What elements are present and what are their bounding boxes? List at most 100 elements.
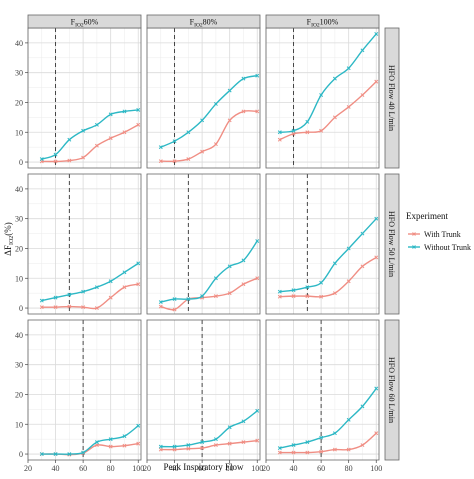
data-point-with-trunk (200, 446, 205, 451)
row-strip-label: HFO Flow 50 L/min (387, 211, 396, 277)
legend: Experiment With Trunk Without Trunk (406, 211, 471, 252)
data-point-with-trunk (122, 130, 127, 135)
data-point-without-trunk (108, 112, 113, 117)
data-point-without-trunk (374, 32, 379, 36)
data-point-without-trunk (332, 261, 337, 266)
data-point-with-trunk (81, 155, 86, 160)
y-tick-label: 30 (15, 69, 23, 78)
row-strip (384, 173, 400, 315)
data-point-without-trunk (136, 107, 141, 112)
data-point-without-trunk (172, 444, 177, 449)
data-point-with-trunk (227, 118, 232, 123)
x-tick-label: 100 (251, 464, 263, 473)
data-point-without-trunk (360, 48, 365, 53)
data-point-without-trunk (227, 264, 232, 269)
x-tick-label: 60 (79, 464, 87, 473)
data-point-without-trunk (291, 128, 296, 133)
row-strip-label: HFO Flow 60 L/min (387, 357, 396, 423)
data-point-with-trunk (108, 295, 113, 300)
panel-frame (146, 319, 261, 461)
data-point-with-trunk (319, 128, 324, 133)
data-point-without-trunk (81, 128, 86, 133)
x-tick-label: 80 (345, 464, 353, 473)
column-strip-label: FIO2100% (307, 18, 339, 29)
data-point-with-trunk (360, 443, 365, 448)
x-tick-label: 100 (132, 464, 144, 473)
data-point-without-trunk (39, 298, 44, 303)
data-point-without-trunk (255, 73, 260, 78)
data-point-without-trunk (108, 279, 113, 284)
data-point-with-trunk (374, 79, 379, 84)
data-point-with-trunk (81, 305, 86, 310)
data-point-with-trunk (213, 142, 218, 147)
x-tick-label: 40 (290, 464, 298, 473)
column-strip-label: FIO260% (71, 18, 99, 29)
data-point-with-trunk (305, 450, 310, 455)
data-point-with-trunk (346, 279, 351, 284)
data-point-with-trunk (39, 305, 44, 310)
panel-frame (265, 173, 380, 315)
legend-entry-label: Without Trunk (424, 243, 471, 252)
data-point-without-trunk (186, 443, 191, 448)
data-point-with-trunk (374, 431, 379, 436)
data-point-with-trunk (158, 447, 163, 452)
data-point-with-trunk (172, 307, 177, 312)
data-point-without-trunk (136, 423, 141, 428)
x-axis-title: Peak Inspiratory Flow (164, 462, 244, 472)
y-tick-label: 30 (15, 361, 23, 370)
data-point-with-trunk (200, 149, 205, 154)
data-point-without-trunk (158, 444, 163, 449)
data-point-without-trunk (186, 297, 191, 302)
data-point-with-trunk (67, 158, 72, 163)
data-point-without-trunk (53, 152, 58, 157)
data-point-without-trunk (172, 139, 177, 144)
data-point-with-trunk (227, 441, 232, 446)
data-point-without-trunk (158, 300, 163, 305)
data-point-with-trunk (94, 443, 99, 448)
data-point-without-trunk (67, 452, 72, 456)
data-point-without-trunk (67, 292, 72, 297)
panel-frame (265, 319, 380, 461)
panel-background (147, 320, 260, 460)
data-point-with-trunk (305, 130, 310, 135)
panel-background (147, 174, 260, 314)
data-point-without-trunk (305, 440, 310, 445)
panel-r2-c0: 0 10 20 30 40 20 40 60 80 100 (15, 319, 144, 473)
data-point-without-trunk (213, 276, 218, 281)
panel-frame (146, 173, 261, 315)
panel-r1-c2 (265, 173, 380, 315)
data-point-with-trunk (255, 276, 260, 281)
y-axis-title: ΔFIO2(%) (3, 222, 15, 256)
series-line-with-trunk (160, 439, 258, 451)
data-point-without-trunk (53, 452, 58, 456)
data-point-with-trunk (241, 440, 246, 445)
data-point-without-trunk (319, 93, 324, 97)
data-point-with-trunk (108, 444, 113, 449)
data-point-without-trunk (81, 289, 86, 294)
x-tick-label: 60 (198, 464, 206, 473)
data-point-without-trunk (346, 246, 351, 251)
data-point-without-trunk (374, 386, 379, 391)
data-point-with-trunk (291, 450, 296, 455)
data-point-without-trunk (94, 285, 99, 290)
data-point-without-trunk (305, 119, 310, 124)
data-point-with-trunk (108, 136, 113, 141)
data-point-with-trunk (277, 294, 282, 299)
data-point-without-trunk (94, 122, 99, 127)
data-point-without-trunk (81, 450, 86, 455)
data-point-with-trunk (186, 157, 191, 162)
data-point-without-trunk (200, 294, 205, 299)
data-point-with-trunk (227, 291, 232, 296)
data-point-with-trunk (136, 122, 141, 127)
data-point-with-trunk (186, 446, 191, 451)
data-point-with-trunk (53, 159, 58, 164)
row-strip (384, 27, 400, 169)
data-point-with-trunk (332, 447, 337, 452)
data-point-with-trunk (332, 115, 337, 120)
data-point-without-trunk (227, 425, 232, 430)
data-point-with-trunk (136, 282, 141, 287)
y-tick-label: 40 (15, 39, 23, 48)
data-point-with-trunk (319, 294, 324, 299)
data-point-with-trunk (305, 294, 310, 299)
data-point-with-trunk (122, 443, 127, 448)
